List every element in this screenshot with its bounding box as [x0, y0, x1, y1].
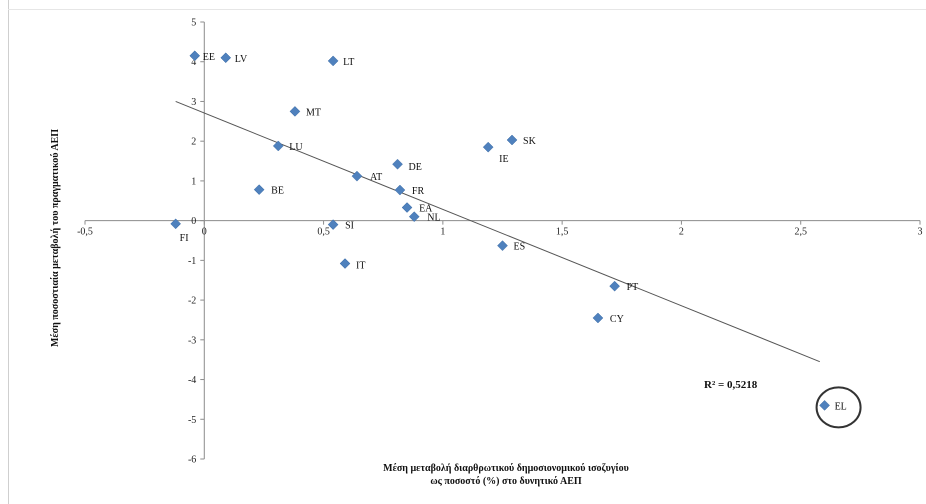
y-tick-label: -3	[188, 335, 196, 346]
x-tick-label: 0,5	[317, 227, 330, 238]
point-sk	[506, 134, 518, 146]
y-tick-label: 3	[191, 97, 196, 108]
x-tick-label: 3	[918, 227, 923, 238]
x-tick-label: 2	[679, 227, 684, 238]
point-label-at: AT	[370, 172, 382, 183]
y-tick-label: 2	[191, 137, 196, 148]
point-mt	[289, 106, 301, 117]
x-tick-label: 1,5	[556, 227, 569, 238]
r-squared-label: R² = 0,5218	[704, 379, 758, 391]
point-label-fi: FI	[180, 233, 189, 244]
point-si	[327, 219, 339, 230]
points-group	[170, 50, 830, 411]
point-it	[339, 258, 351, 269]
point-ee	[189, 50, 201, 62]
y-tick-label: -4	[188, 375, 196, 386]
x-axis-title-line1: Μέση μεταβολή διαρθρωτικού δημοσιονομικο…	[383, 462, 629, 474]
point-label-el: EL	[835, 401, 847, 412]
point-label-sk: SK	[523, 136, 537, 147]
point-label-lv: LV	[235, 54, 248, 65]
point-lt	[327, 55, 339, 67]
point-fi	[170, 218, 182, 230]
highlight-circle-el	[815, 386, 862, 429]
x-tick-label: -0,5	[77, 227, 93, 238]
x-tick-label: 2,5	[794, 227, 807, 238]
y-tick-label: 4	[191, 57, 196, 68]
point-label-lt: LT	[343, 57, 354, 68]
point-es	[497, 240, 508, 252]
point-lv	[220, 52, 232, 64]
point-label-de: DE	[409, 162, 422, 173]
point-label-pt: PT	[627, 282, 639, 293]
point-nl	[408, 211, 420, 223]
point-fr	[394, 184, 406, 196]
point-label-cy: CY	[610, 314, 624, 325]
tick-labels-group: -0,5 0 0,5 1 1,5 2 2,5 3 -6 -5 -4 -3 -2 -1 0 1 2 3 4 5	[77, 18, 922, 466]
y-tick-label: -2	[188, 296, 196, 307]
x-tick-label: 1	[440, 227, 445, 238]
point-label-it: IT	[356, 261, 365, 272]
point-label-fr: FR	[412, 186, 425, 197]
point-ea	[401, 202, 413, 213]
point-label-es: ES	[514, 242, 526, 253]
point-label-mt: MT	[306, 107, 321, 118]
y-axis-title: Μέση ποσοστιαία μεταβολή του πραγματικού…	[49, 129, 61, 347]
y-tick-label: 1	[191, 176, 196, 187]
y-tick-label: 5	[191, 18, 196, 29]
point-pt	[609, 280, 620, 292]
x-axis-title-line2: ως ποσοστό (%) στο δυνητικό ΑΕΠ	[430, 476, 582, 487]
point-ie	[482, 141, 494, 153]
point-label-nl: NL	[427, 213, 440, 224]
left-border-line	[8, 0, 9, 504]
axes-group	[84, 21, 921, 460]
point-be	[253, 184, 265, 196]
point-label-ee: EE	[203, 52, 215, 63]
top-border-line	[8, 9, 926, 10]
y-tick-label: -5	[188, 415, 196, 426]
point-label-ea: EA	[419, 204, 433, 215]
trendline-group	[175, 100, 820, 363]
x-tick-label: 0	[202, 227, 207, 238]
point-label-ie: IE	[499, 154, 508, 165]
point-lu	[272, 140, 284, 152]
point-de	[392, 158, 403, 170]
point-el	[819, 400, 830, 411]
point-label-si: SI	[345, 221, 354, 232]
y-tick-label: 0	[191, 216, 196, 227]
point-label-be: BE	[271, 186, 284, 197]
trendline	[175, 100, 820, 363]
y-tick-label: -1	[188, 256, 196, 267]
point-at	[351, 170, 363, 182]
y-tick-label: -6	[188, 455, 196, 466]
point-label-lu: LU	[289, 142, 303, 153]
point-cy	[592, 312, 604, 324]
